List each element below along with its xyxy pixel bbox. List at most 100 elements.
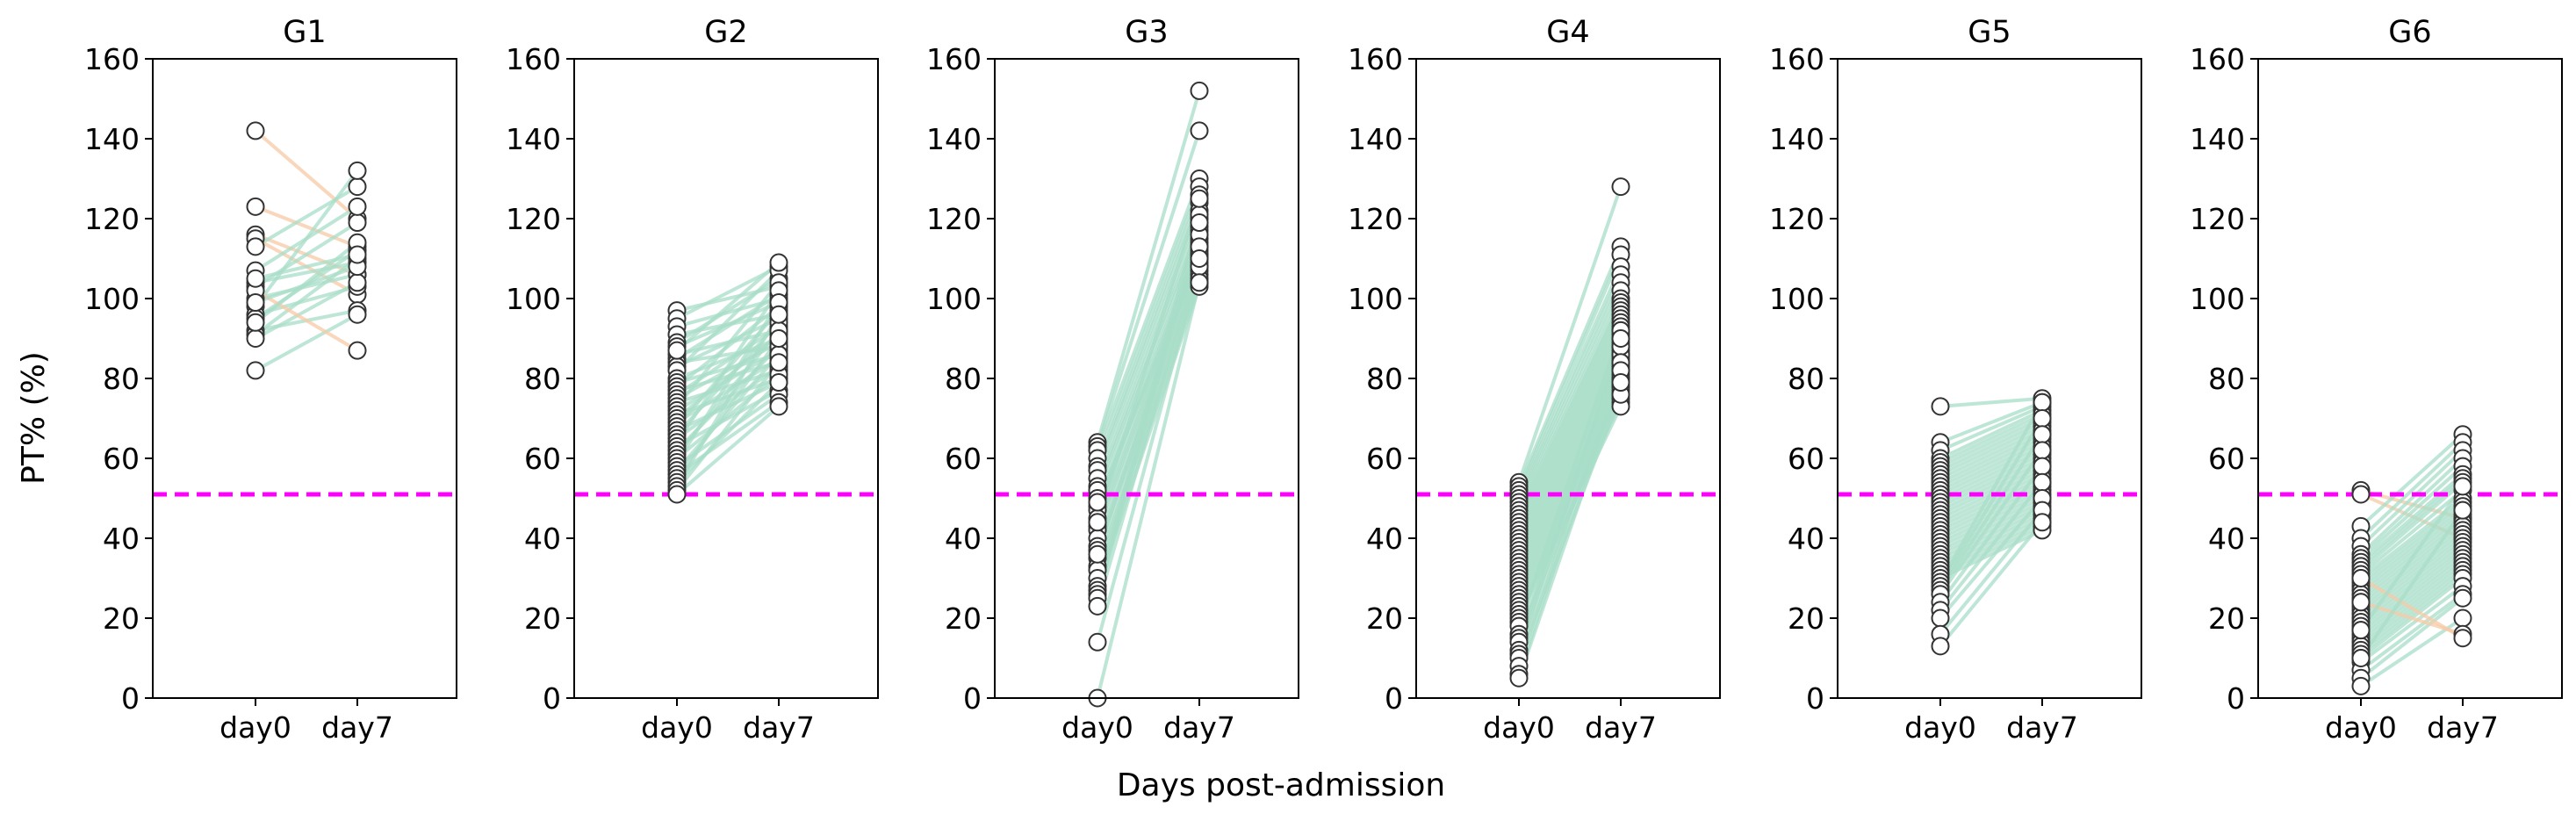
y-tick-label: 100 [1348, 282, 1403, 316]
day0-point [246, 237, 265, 256]
y-axis-label: PT% (%) [16, 351, 52, 485]
patient-line [254, 241, 359, 324]
day0-point [246, 121, 265, 140]
patient-line [2359, 449, 2464, 548]
y-tick-label: 20 [2208, 601, 2245, 636]
day7-point [769, 353, 788, 372]
y-tick-label: 60 [1366, 442, 1403, 476]
y-tick-label: 120 [84, 202, 140, 236]
y-tick-label: 100 [926, 282, 982, 316]
y-tick-label: 20 [1366, 601, 1403, 636]
patient-line [2359, 584, 2464, 664]
day7-point [348, 177, 367, 197]
patient-line [2359, 560, 2464, 644]
patient-line [1939, 472, 2043, 524]
y-tick-label: 60 [1788, 442, 1824, 476]
y-tick-label: 40 [1788, 522, 1824, 556]
day0-point [2351, 569, 2371, 587]
patient-line [1939, 440, 2043, 493]
patient-line [2359, 457, 2464, 556]
patient-line [1939, 432, 2043, 485]
patient-line [2359, 472, 2464, 564]
patient-line [1517, 329, 1623, 627]
patient-line [255, 253, 358, 281]
patient-line [1939, 400, 2043, 444]
patient-line [2359, 532, 2464, 616]
patient-line [1517, 381, 1623, 679]
patient-line [675, 281, 781, 408]
day7-point [769, 329, 788, 348]
patient-line [675, 353, 781, 472]
patient-line [2359, 509, 2464, 659]
day0-point [246, 293, 265, 313]
patient-line [1096, 266, 1201, 643]
patient-line [2359, 441, 2464, 540]
day0-point [1931, 397, 1950, 416]
y-tick-label: 100 [1769, 282, 1824, 316]
day7-point [1611, 177, 1630, 197]
day0-point [246, 313, 265, 332]
patient-line [1096, 254, 1201, 607]
day7-point [348, 213, 367, 233]
patient-line [2359, 573, 2464, 656]
patient-line [1939, 457, 2043, 508]
patient-line [675, 381, 781, 484]
patient-line [675, 372, 781, 460]
x-tick-label: day0 [1061, 710, 1133, 745]
patient-line [1939, 417, 2044, 587]
day0-point [1088, 513, 1107, 532]
patient-line [255, 264, 358, 305]
day0-point [1088, 632, 1107, 652]
day0-point [1931, 609, 1950, 628]
patient-line [1939, 416, 2043, 468]
y-tick-label: 60 [103, 442, 140, 476]
panel-frame [994, 58, 1299, 699]
patient-line [1096, 130, 1201, 447]
y-tick-label: 120 [926, 202, 982, 236]
patient-line [2359, 488, 2464, 576]
y-tick-label: 40 [1366, 522, 1403, 556]
panel-title: G6 [2388, 15, 2431, 50]
day7-point [1611, 329, 1630, 348]
y-tick-label: 20 [103, 601, 140, 636]
day7-point [769, 253, 788, 272]
x-tick-label: day0 [1483, 710, 1555, 745]
day0-point [246, 197, 265, 216]
patient-line [1517, 246, 1623, 487]
day0-point [246, 329, 265, 348]
patient-line [2359, 593, 2464, 672]
patient-line [1939, 433, 2044, 592]
patient-line [1939, 449, 2044, 595]
patient-line [254, 205, 359, 272]
panel-g3: G3 0 20 40 60 80 100 120 140 160 day0 day7 [926, 15, 1299, 745]
y-tick-label: 160 [1769, 42, 1824, 76]
y-tick-label: 120 [1348, 202, 1403, 236]
day0-point [2351, 485, 2371, 504]
patient-line [2359, 485, 2464, 631]
patient-line [1096, 177, 1201, 451]
patient-line [254, 129, 359, 220]
y-tick-label: 80 [945, 362, 982, 396]
day0-point [246, 269, 265, 288]
y-tick-label: 140 [1348, 122, 1403, 156]
panel-title: G1 [283, 15, 326, 50]
patient-line [255, 313, 358, 372]
day7-point [348, 245, 367, 264]
patient-line [1517, 273, 1623, 500]
y-tick-label: 20 [524, 601, 561, 636]
patient-line [1939, 429, 2043, 480]
day7-point [769, 305, 788, 324]
patient-line [1517, 265, 1623, 495]
day7-point [1190, 273, 1209, 292]
patient-line [254, 289, 359, 352]
day7-point [1190, 81, 1209, 100]
patient-line [1517, 185, 1623, 483]
y-tick-label: 0 [121, 681, 140, 716]
patient-line [1517, 254, 1623, 492]
patient-line [675, 405, 781, 496]
patient-line [1939, 501, 2043, 552]
patient-line [1939, 508, 2044, 636]
y-tick-label: 100 [506, 282, 561, 316]
patient-line [1517, 281, 1623, 503]
day0-point [2351, 676, 2371, 695]
